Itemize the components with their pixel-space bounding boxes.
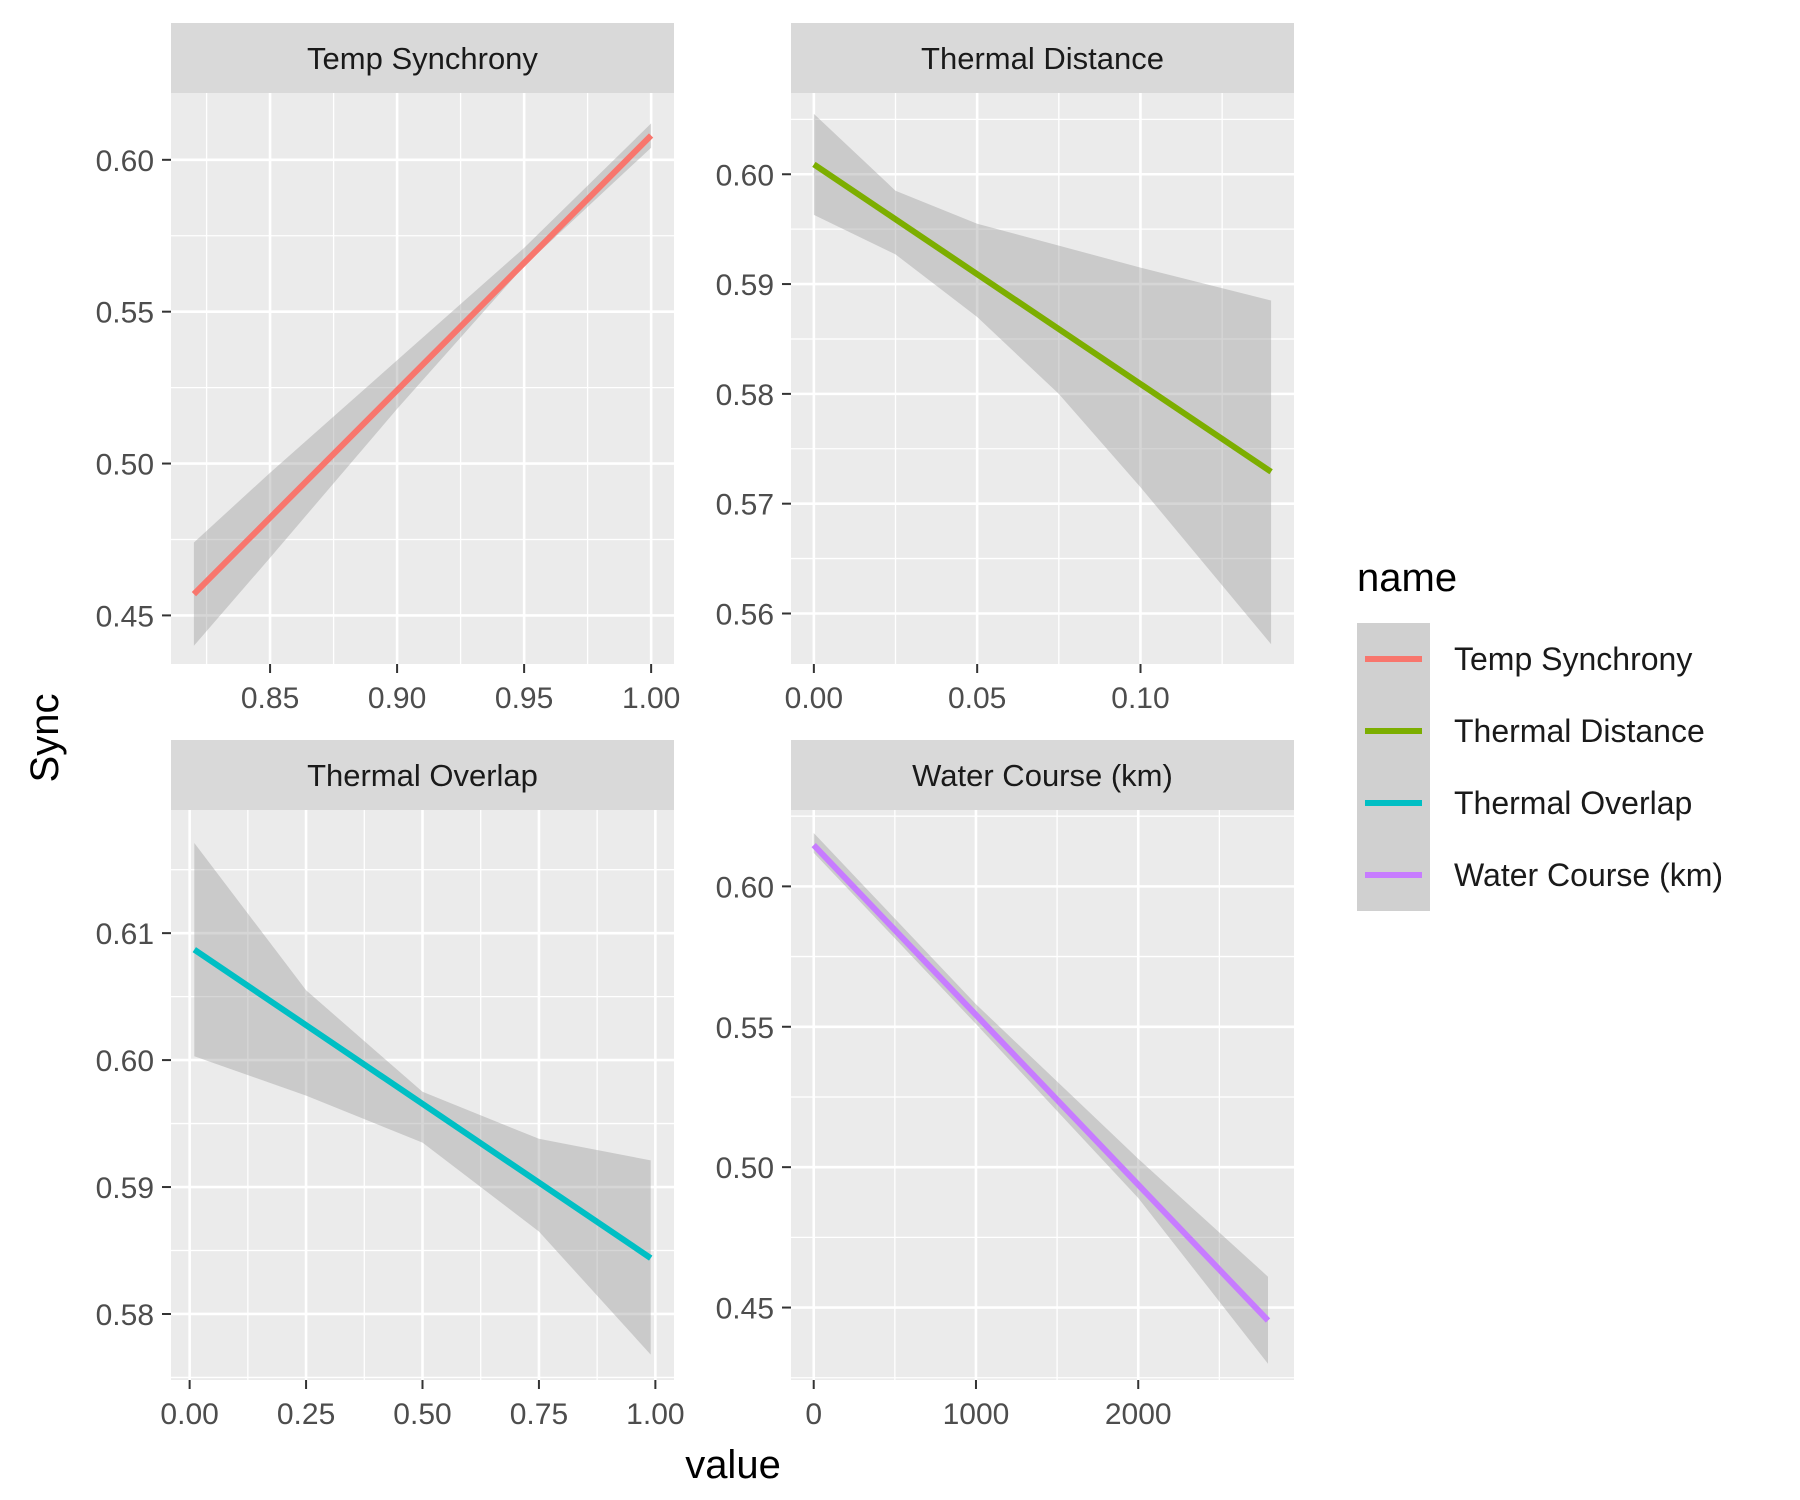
fit-line (812, 161, 1273, 475)
x-tick-label: 0.05 (948, 682, 1006, 715)
facet-strip (171, 740, 674, 810)
panel-2: Thermal Distance 0.56 0.57 0.58 0.59 0.60 0.00… (716, 23, 1294, 715)
legend-label: Thermal Overlap (1454, 785, 1692, 821)
x-tick-label: 0.00 (160, 1398, 218, 1431)
facet-strip-label: Temp Synchrony (307, 41, 538, 76)
x-tick-label: 0.90 (368, 682, 426, 715)
x-tick-label: 0.00 (785, 682, 843, 715)
panel-background (171, 93, 674, 664)
confidence-band (194, 843, 651, 1355)
facet-strip (791, 23, 1294, 93)
legend-label: Water Course (km) (1454, 857, 1723, 893)
y-tick-label: 0.60 (716, 159, 774, 192)
x-tick-label: 0.95 (495, 682, 553, 715)
legend-label: Temp Synchrony (1454, 641, 1692, 677)
x-tick-label: 0.50 (393, 1398, 451, 1431)
panel-1: Temp Synchrony 0.45 0.50 0.55 0.60 0.85 0.90 0.… (96, 23, 680, 715)
fit-line (192, 947, 653, 1261)
facet-strip-label: Thermal Distance (921, 41, 1164, 76)
y-tick-label: 0.45 (96, 600, 154, 633)
y-tick-label: 0.57 (716, 489, 774, 522)
x-tick-label: 1.00 (622, 682, 680, 715)
y-tick-label: 0.60 (96, 1045, 154, 1078)
y-tick-label: 0.59 (96, 1172, 154, 1205)
y-tick-label: 0.45 (716, 1293, 774, 1326)
y-tick-label: 0.55 (96, 297, 154, 330)
legend-label: Thermal Distance (1454, 713, 1705, 749)
x-tick-label: 0.10 (1111, 682, 1169, 715)
x-tick-label: 2000 (1105, 1398, 1172, 1431)
y-tick-label: 0.58 (96, 1299, 154, 1332)
y-tick-label: 0.50 (716, 1152, 774, 1185)
confidence-band (813, 113, 1272, 645)
x-tick-label: 0.75 (510, 1398, 568, 1431)
panel-background (791, 93, 1294, 664)
legend-title: name (1357, 556, 1457, 600)
fit-line (811, 843, 1271, 1323)
x-tick-label: 0 (805, 1398, 822, 1431)
panel-4: Water Course (km) 0.45 0.50 0.55 0.60 0 1000 20… (716, 740, 1294, 1431)
panel-3: Thermal Overlap 0.58 0.59 0.60 0.61 0.00 0.25 0… (96, 740, 685, 1431)
facet-strip-label: Thermal Overlap (307, 758, 538, 793)
y-tick-label: 0.58 (716, 379, 774, 412)
facet-strip (171, 23, 674, 93)
y-tick-label: 0.60 (716, 871, 774, 904)
y-tick-label: 0.59 (716, 269, 774, 302)
legend: name Temp Synchrony Thermal Distance Therma… (1357, 556, 1723, 911)
panels: Temp Synchrony 0.45 0.50 0.55 0.60 0.85 0.90 0.… (96, 23, 1294, 1431)
x-tick-label: 0.25 (277, 1398, 335, 1431)
facet-strip-label: Water Course (km) (912, 758, 1173, 793)
y-tick-label: 0.60 (96, 145, 154, 178)
y-tick-label: 0.61 (96, 918, 154, 951)
x-tick-label: 1.00 (626, 1398, 684, 1431)
fit-line (191, 133, 654, 597)
y-tick-label: 0.50 (96, 449, 154, 482)
facet-strip (791, 740, 1294, 810)
y-axis-title: Sync (23, 694, 67, 783)
y-tick-label: 0.56 (716, 598, 774, 631)
x-tick-label: 1000 (943, 1398, 1010, 1431)
y-tick-label: 0.55 (716, 1012, 774, 1045)
x-axis-title: value (685, 1443, 781, 1487)
x-tick-label: 0.85 (241, 682, 299, 715)
